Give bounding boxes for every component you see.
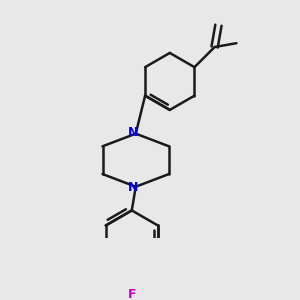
Text: F: F xyxy=(128,288,136,300)
Text: N: N xyxy=(128,126,139,140)
Text: N: N xyxy=(128,181,139,194)
